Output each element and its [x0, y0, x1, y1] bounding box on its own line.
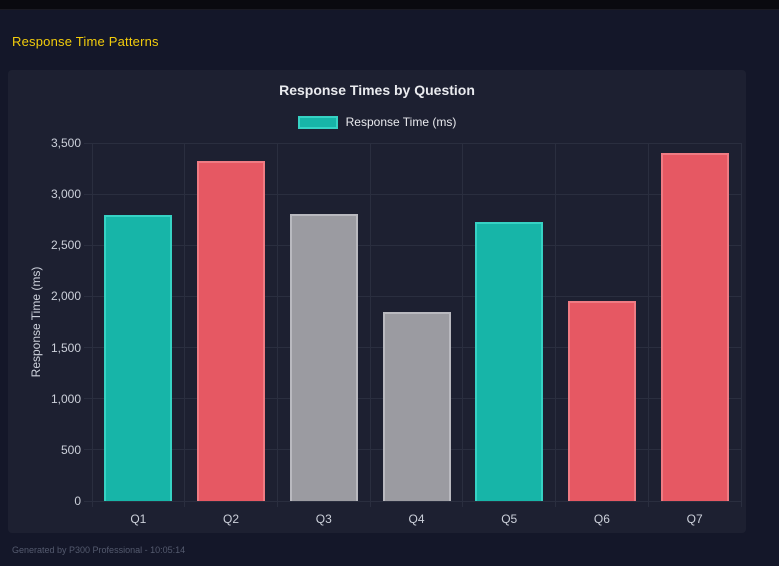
y-tick-mark: [84, 500, 92, 502]
h-gridline: [92, 295, 741, 297]
y-tick-label: 500: [60, 442, 81, 457]
y-tick-label: 3,000: [50, 187, 81, 202]
y-tick-label: 1,000: [50, 391, 81, 406]
page-title: Response Time Patterns: [12, 34, 159, 49]
v-gridline: [369, 143, 371, 501]
y-tick-mark: [84, 142, 92, 144]
bar-q6[interactable]: [567, 301, 636, 501]
y-tick-label: 1,500: [50, 340, 81, 355]
x-tick-mark: [276, 501, 278, 507]
bar-q3[interactable]: [289, 214, 358, 501]
chart-panel: Response Times by Question Response Time…: [8, 70, 746, 533]
h-gridline: [92, 244, 741, 246]
chart-title: Response Times by Question: [279, 82, 475, 98]
x-tick-label: Q3: [315, 512, 332, 526]
x-tick-mark: [369, 501, 371, 507]
x-tick-label: Q6: [593, 512, 610, 526]
x-tick-mark: [555, 501, 557, 507]
x-tick-mark: [740, 501, 742, 507]
bar-q4[interactable]: [382, 312, 451, 501]
y-tick-label: 2,000: [50, 289, 81, 304]
plot-area: 0 500 1,000 1,500 2,000 2,500 3,000 3,500 Q1 Q2 Q3…: [51, 136, 742, 526]
h-gridline: [92, 500, 741, 502]
y-tick-mark: [84, 347, 92, 349]
x-tick-mark: [91, 501, 93, 507]
chart-legend: Response Time (ms): [8, 115, 746, 129]
x-tick-mark: [647, 501, 649, 507]
y-axis-title: Response Time (ms): [29, 266, 43, 378]
footer-status-text: Generated by P300 Professional - 10:05:1…: [12, 545, 186, 555]
bar-q7[interactable]: [660, 153, 729, 501]
x-tick-label: Q5: [501, 512, 518, 526]
y-tick-mark: [84, 449, 92, 451]
v-gridline: [184, 143, 186, 501]
y-tick-mark: [84, 295, 92, 297]
v-gridline: [555, 143, 557, 501]
bar-q5[interactable]: [475, 222, 544, 501]
x-tick-label: Q2: [223, 512, 240, 526]
legend-swatch-response-time[interactable]: [297, 115, 338, 129]
bar-q2[interactable]: [197, 161, 266, 501]
bar-q1[interactable]: [104, 215, 173, 501]
y-tick-mark: [84, 244, 92, 246]
v-gridline: [462, 143, 464, 501]
window-titlebar: [0, 0, 779, 10]
y-tick-label: 0: [74, 494, 81, 508]
v-gridline: [91, 143, 93, 501]
x-tick-label: Q4: [408, 512, 425, 526]
legend-label[interactable]: Response Time (ms): [345, 115, 457, 129]
x-tick-label: Q1: [130, 512, 147, 526]
y-tick-mark: [84, 193, 92, 195]
y-tick-label: 3,500: [50, 136, 81, 150]
x-tick-mark: [462, 501, 464, 507]
y-tick-label: 2,500: [50, 238, 81, 253]
v-gridline: [647, 143, 649, 501]
v-gridline: [740, 143, 742, 501]
y-tick-mark: [84, 398, 92, 400]
h-gridline: [92, 142, 741, 144]
v-gridline: [276, 143, 278, 501]
x-tick-label: Q7: [686, 512, 703, 526]
h-gridline: [92, 193, 741, 195]
x-tick-mark: [184, 501, 186, 507]
